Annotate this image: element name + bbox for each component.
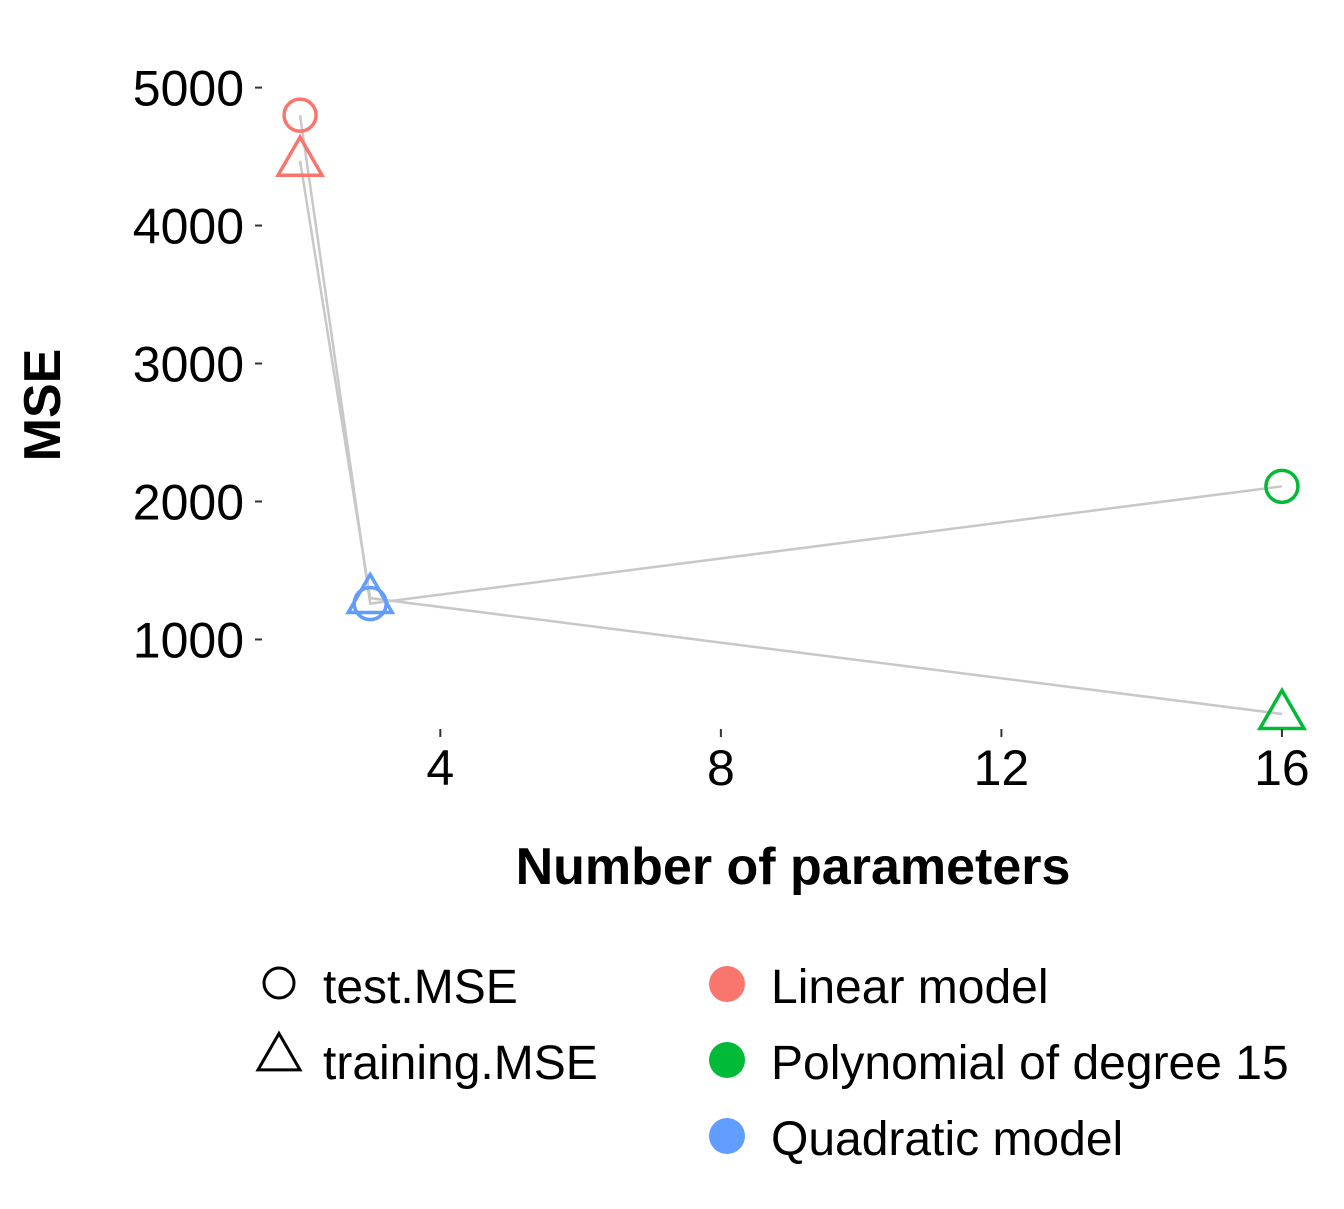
y-tick-label: 2000 [133,474,244,530]
legend-triangle-icon [255,1030,303,1072]
color-legend: Linear model Polynomial of degree 15 Quadr… [709,961,1289,1166]
legend-training-label: training.MSE [323,1037,598,1090]
x-tick-label: 16 [1254,740,1310,796]
x-axis: 4 8 12 16 [426,729,1310,796]
y-tick-label: 5000 [133,61,244,117]
y-tick-label: 1000 [133,612,244,668]
x-tick-label: 12 [974,740,1030,796]
legend-circle-icon [262,966,296,1000]
poly-training-point [1256,686,1307,731]
y-axis: 1000 2000 3000 4000 5000 [133,61,262,668]
y-tick-label: 4000 [133,199,244,255]
legend-linear-label: Linear model [771,961,1049,1014]
shape-legend: test.MSE training.MSE [255,961,598,1090]
legend-poly-label: Polynomial of degree 15 [771,1037,1289,1090]
legend-linear-swatch [709,966,745,1002]
legend-test-label: test.MSE [323,961,518,1014]
connecting-lines [298,115,1283,716]
data-points [275,97,1307,731]
quad-training-point [345,570,396,615]
y-axis-title: MSE [14,349,72,462]
training-mse-line [298,160,1283,716]
y-tick-label: 3000 [133,337,244,393]
x-tick-label: 4 [426,740,454,796]
linear-training-point [275,133,326,177]
legend-poly-swatch [709,1042,745,1078]
x-tick-label: 8 [707,740,735,796]
test-mse-line [298,115,1283,605]
legend-quad-label: Quadratic model [771,1113,1123,1166]
linear-test-point [282,97,318,133]
poly-test-point [1264,468,1300,505]
legend-quad-swatch [709,1118,745,1154]
x-axis-title: Number of parameters [516,838,1071,896]
